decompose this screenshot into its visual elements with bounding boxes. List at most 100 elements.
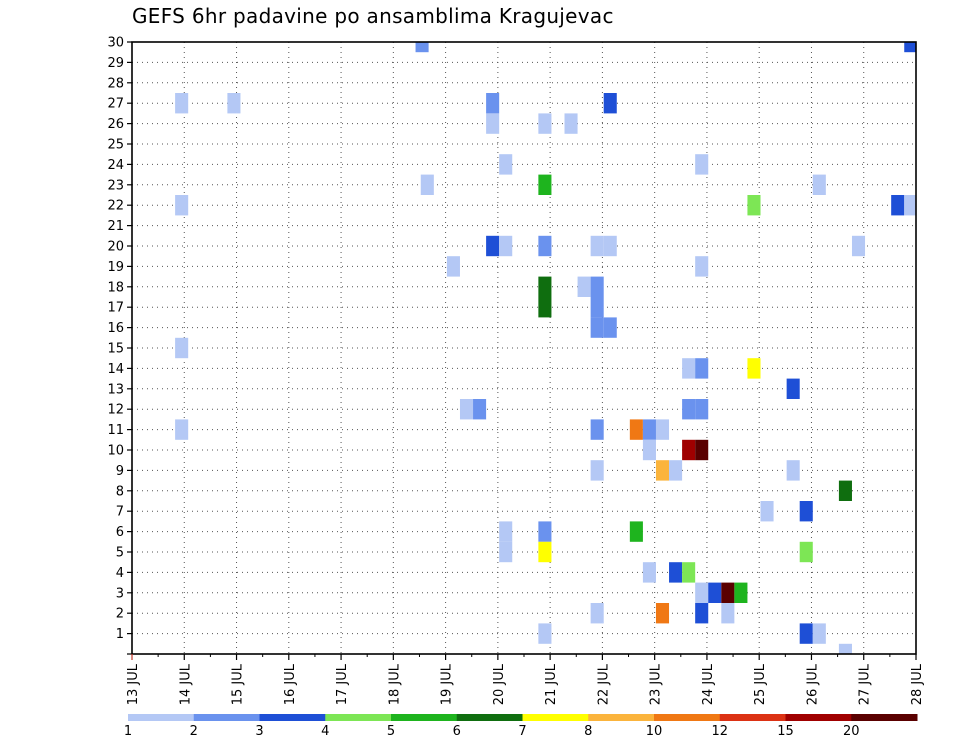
y-tick-label: 17 [107, 301, 124, 316]
y-tick-label: 26 [107, 117, 124, 132]
data-cell [695, 582, 709, 603]
data-cell [538, 521, 552, 542]
data-cell [812, 623, 826, 644]
y-tick-label: 15 [107, 342, 124, 357]
data-cell [812, 174, 826, 195]
legend-label: 3 [255, 724, 263, 739]
data-cell [590, 235, 604, 257]
data-cell [603, 93, 617, 114]
data-cell [175, 195, 189, 216]
y-tick-label: 10 [107, 444, 124, 459]
data-cell [415, 42, 429, 53]
legend-swatch [325, 714, 392, 721]
legend-label: 2 [190, 724, 198, 739]
data-cell [538, 623, 552, 644]
data-cell [175, 93, 189, 114]
x-tick-label: 18 JUL [387, 663, 402, 705]
legend-swatch [851, 714, 918, 721]
data-cell [695, 399, 709, 420]
legend-swatch [391, 714, 458, 721]
legend-swatch [588, 714, 655, 721]
y-tick-label: 12 [107, 403, 124, 418]
data-cell [695, 603, 709, 624]
y-tick-label: 14 [107, 362, 124, 377]
data-cell [499, 235, 513, 257]
y-tick-label: 1 [116, 627, 124, 642]
plot-frame [131, 41, 917, 655]
data-cell [747, 195, 761, 216]
data-cell [590, 276, 604, 297]
data-cell [642, 562, 656, 583]
legend-label: 5 [387, 724, 395, 739]
data-cell [655, 419, 670, 440]
data-cell [227, 93, 241, 114]
y-tick-label: 13 [107, 382, 124, 397]
y-tick-label: 4 [116, 566, 124, 581]
x-tick-label: 28 JUL [910, 663, 925, 705]
data-cell [786, 378, 800, 399]
legend-label: 15 [777, 724, 794, 739]
data-cell [655, 460, 670, 481]
data-cell [669, 562, 683, 583]
data-cell [590, 297, 604, 318]
data-cell [682, 562, 696, 583]
data-cell [747, 358, 761, 379]
data-cell [629, 521, 643, 542]
data-cell [590, 317, 604, 338]
data-cell [175, 337, 189, 359]
data-cell [695, 358, 709, 379]
data-cell [590, 419, 604, 440]
y-tick-label: 22 [107, 199, 124, 214]
data-cell [603, 317, 617, 338]
data-cell [538, 276, 552, 297]
x-tick-label: 16 JUL [283, 663, 298, 705]
data-cell [695, 439, 709, 461]
grid-lines [132, 42, 916, 654]
data-cell [486, 235, 500, 257]
y-axis: 1234567891011121314151617181920212223242… [107, 36, 132, 655]
x-tick-label: 13 JUL [126, 663, 141, 705]
data-cell [734, 582, 748, 603]
data-cells [175, 42, 916, 654]
x-tick-label: 21 JUL [544, 663, 559, 705]
legend-label: 6 [453, 724, 461, 739]
legend-swatch [522, 714, 589, 721]
legend-swatch [128, 714, 195, 721]
data-cell [538, 235, 552, 257]
y-tick-label: 2 [116, 607, 124, 622]
y-tick-label: 29 [107, 56, 124, 71]
data-cell [486, 113, 500, 134]
y-tick-label: 20 [107, 240, 124, 255]
y-tick-label: 5 [116, 546, 124, 561]
data-cell [838, 643, 852, 654]
data-cell [577, 276, 591, 297]
x-tick-label: 27 JUL [858, 663, 873, 705]
color-legend: 1 2 3 4 5 6 7 8 10 12 15 20 [124, 714, 918, 739]
data-cell [695, 154, 709, 175]
data-cell [669, 460, 683, 481]
y-tick-label: 21 [107, 219, 124, 234]
y-tick-label: 11 [107, 423, 124, 438]
data-cell [904, 42, 916, 53]
data-cell [538, 113, 552, 134]
data-cell [708, 582, 722, 603]
y-tick-label: 18 [107, 280, 124, 295]
data-cell [851, 235, 866, 257]
y-tick-label: 7 [116, 505, 124, 520]
data-cell [486, 93, 500, 114]
chart-title: GEFS 6hr padavine po ansamblima Kragujev… [132, 4, 614, 28]
y-tick-label: 30 [107, 36, 124, 51]
data-cell [175, 419, 189, 440]
x-tick-label: 26 JUL [805, 663, 820, 705]
data-cell [799, 541, 813, 563]
data-cell [891, 195, 905, 216]
data-cell [682, 439, 696, 461]
y-tick-label: 25 [107, 138, 124, 153]
data-cell [590, 603, 604, 624]
x-tick-label: 22 JUL [596, 663, 611, 705]
data-cell [459, 399, 474, 420]
data-cell [799, 501, 813, 522]
data-cell [786, 460, 800, 481]
data-cell [721, 603, 735, 624]
data-cell [499, 541, 513, 563]
